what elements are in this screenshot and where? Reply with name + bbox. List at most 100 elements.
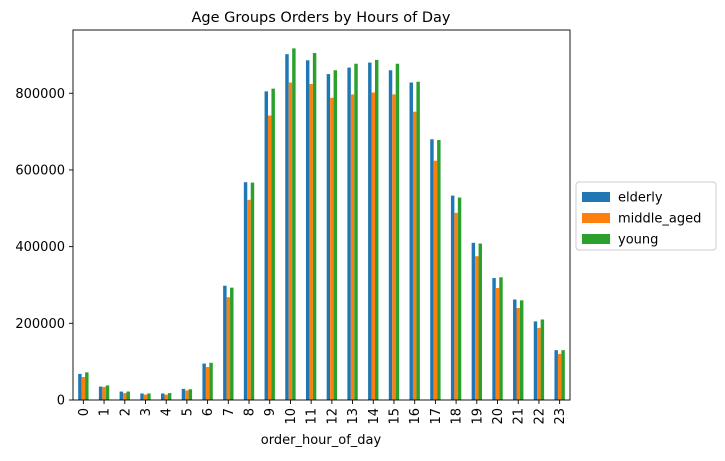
bar-young-hour-19 xyxy=(478,243,482,400)
bar-middle_aged-hour-10 xyxy=(288,82,293,400)
bar-elderly-hour-3 xyxy=(140,393,144,400)
x-tick-label-2: 2 xyxy=(118,408,133,416)
bar-elderly-hour-23 xyxy=(554,350,558,400)
bar-middle_aged-hour-0 xyxy=(81,376,86,400)
legend-label-young: young xyxy=(618,233,658,248)
x-tick-label-12: 12 xyxy=(325,408,340,425)
bar-elderly-hour-1 xyxy=(98,386,103,400)
bar-young-hour-4 xyxy=(167,393,172,400)
y-tick-label: 400000 xyxy=(15,240,65,255)
bar-young-hour-2 xyxy=(126,391,130,400)
bar-young-hour-0 xyxy=(85,372,89,400)
x-tick-label-13: 13 xyxy=(346,408,361,425)
x-tick-label-21: 21 xyxy=(512,408,527,425)
bar-middle_aged-hour-18 xyxy=(454,212,458,400)
x-tick-label-9: 9 xyxy=(263,408,278,416)
y-tick-label: 200000 xyxy=(15,317,65,332)
plot-frame xyxy=(72,29,571,401)
x-tick-label-0: 0 xyxy=(77,408,92,416)
x-tick-label-7: 7 xyxy=(222,408,237,416)
bar-middle_aged-hour-23 xyxy=(557,353,562,400)
bar-middle_aged-hour-6 xyxy=(205,367,210,400)
x-tick-label-14: 14 xyxy=(367,408,382,425)
bar-elderly-hour-0 xyxy=(78,373,82,400)
y-tick-label: 0 xyxy=(57,394,65,409)
x-tick-label-10: 10 xyxy=(284,408,299,425)
legend-label-elderly: elderly xyxy=(618,191,663,206)
bar-middle_aged-hour-8 xyxy=(247,199,251,400)
bar-young-hour-5 xyxy=(188,389,193,400)
bar-middle_aged-hour-11 xyxy=(309,84,313,400)
bar-middle_aged-hour-17 xyxy=(433,160,438,400)
bar-elderly-hour-19 xyxy=(471,242,476,400)
bar-young-hour-21 xyxy=(519,300,524,400)
x-tick-label-23: 23 xyxy=(553,408,568,425)
bar-young-hour-22 xyxy=(540,319,545,400)
legend-swatch-elderly xyxy=(582,192,610,202)
bar-elderly-hour-15 xyxy=(388,70,393,400)
bar-middle_aged-hour-4 xyxy=(164,394,168,400)
bar-middle_aged-hour-20 xyxy=(495,288,500,400)
bar-elderly-hour-16 xyxy=(409,82,413,400)
bar-young-hour-6 xyxy=(209,362,213,400)
x-tick-label-8: 8 xyxy=(243,408,258,416)
bar-middle_aged-hour-2 xyxy=(123,393,127,400)
bar-young-hour-11 xyxy=(312,53,317,400)
bar-elderly-hour-7 xyxy=(223,285,227,400)
y-tick-label: 800000 xyxy=(15,87,65,102)
bar-young-hour-10 xyxy=(292,48,296,401)
x-axis-label: order_hour_of_day xyxy=(261,433,382,448)
bar-elderly-hour-8 xyxy=(243,182,248,400)
bar-middle_aged-hour-12 xyxy=(330,97,334,401)
bar-young-hour-16 xyxy=(416,81,420,400)
bar-elderly-hour-12 xyxy=(326,74,331,400)
bar-young-hour-1 xyxy=(105,385,110,400)
x-tick-label-6: 6 xyxy=(201,408,216,416)
bar-middle_aged-hour-7 xyxy=(226,297,231,400)
bar-elderly-hour-4 xyxy=(161,393,165,400)
bar-middle_aged-hour-15 xyxy=(392,94,396,400)
bar-middle_aged-hour-13 xyxy=(350,94,355,400)
chart-title: Age Groups Orders by Hours of Day xyxy=(191,10,450,26)
bar-young-hour-13 xyxy=(354,63,358,401)
bar-elderly-hour-18 xyxy=(450,195,455,400)
bar-middle_aged-hour-21 xyxy=(516,307,520,400)
bar-elderly-hour-11 xyxy=(305,60,310,400)
legend-label-middle_aged: middle_aged xyxy=(618,212,701,227)
bar-elderly-hour-2 xyxy=(119,391,124,400)
bar-young-hour-20 xyxy=(499,277,503,400)
bar-young-hour-17 xyxy=(437,140,441,401)
bar-elderly-hour-6 xyxy=(202,363,206,400)
x-tick-label-18: 18 xyxy=(450,408,465,425)
bar-middle_aged-hour-22 xyxy=(537,327,541,400)
legend-swatch-middle_aged xyxy=(582,213,610,223)
x-axis: 0 1 2 3 4 5 6 7 8 9 10 11 12 13 14 15 16 17 18 19 20 21 22 23 xyxy=(77,400,568,425)
legend-box xyxy=(575,181,717,251)
bar-young-hour-7 xyxy=(230,287,234,400)
x-tick-label-5: 5 xyxy=(180,408,195,416)
x-tick-label-3: 3 xyxy=(139,408,154,416)
bar-young-hour-8 xyxy=(250,182,255,400)
x-tick-label-1: 1 xyxy=(98,408,113,416)
legend-swatch-young xyxy=(582,234,610,244)
bar-middle_aged-hour-19 xyxy=(475,256,479,400)
x-tick-label-15: 15 xyxy=(387,408,402,425)
y-tick-label: 600000 xyxy=(15,163,65,178)
bar-elderly-hour-5 xyxy=(181,388,186,400)
x-tick-label-17: 17 xyxy=(429,408,444,425)
x-tick-label-20: 20 xyxy=(491,408,506,425)
bar-young-hour-18 xyxy=(457,197,462,400)
bar-elderly-hour-21 xyxy=(513,299,517,400)
bar-young-hour-23 xyxy=(561,350,565,400)
bar-elderly-hour-13 xyxy=(347,67,351,400)
bar-middle_aged-hour-14 xyxy=(371,92,375,400)
x-tick-label-4: 4 xyxy=(160,408,175,416)
bar-middle_aged-hour-3 xyxy=(143,394,148,400)
x-tick-label-11: 11 xyxy=(305,408,320,425)
bar-young-hour-15 xyxy=(395,63,400,401)
x-tick-label-22: 22 xyxy=(532,408,547,425)
bar-elderly-hour-20 xyxy=(492,278,496,400)
bar-middle_aged-hour-16 xyxy=(412,111,417,401)
